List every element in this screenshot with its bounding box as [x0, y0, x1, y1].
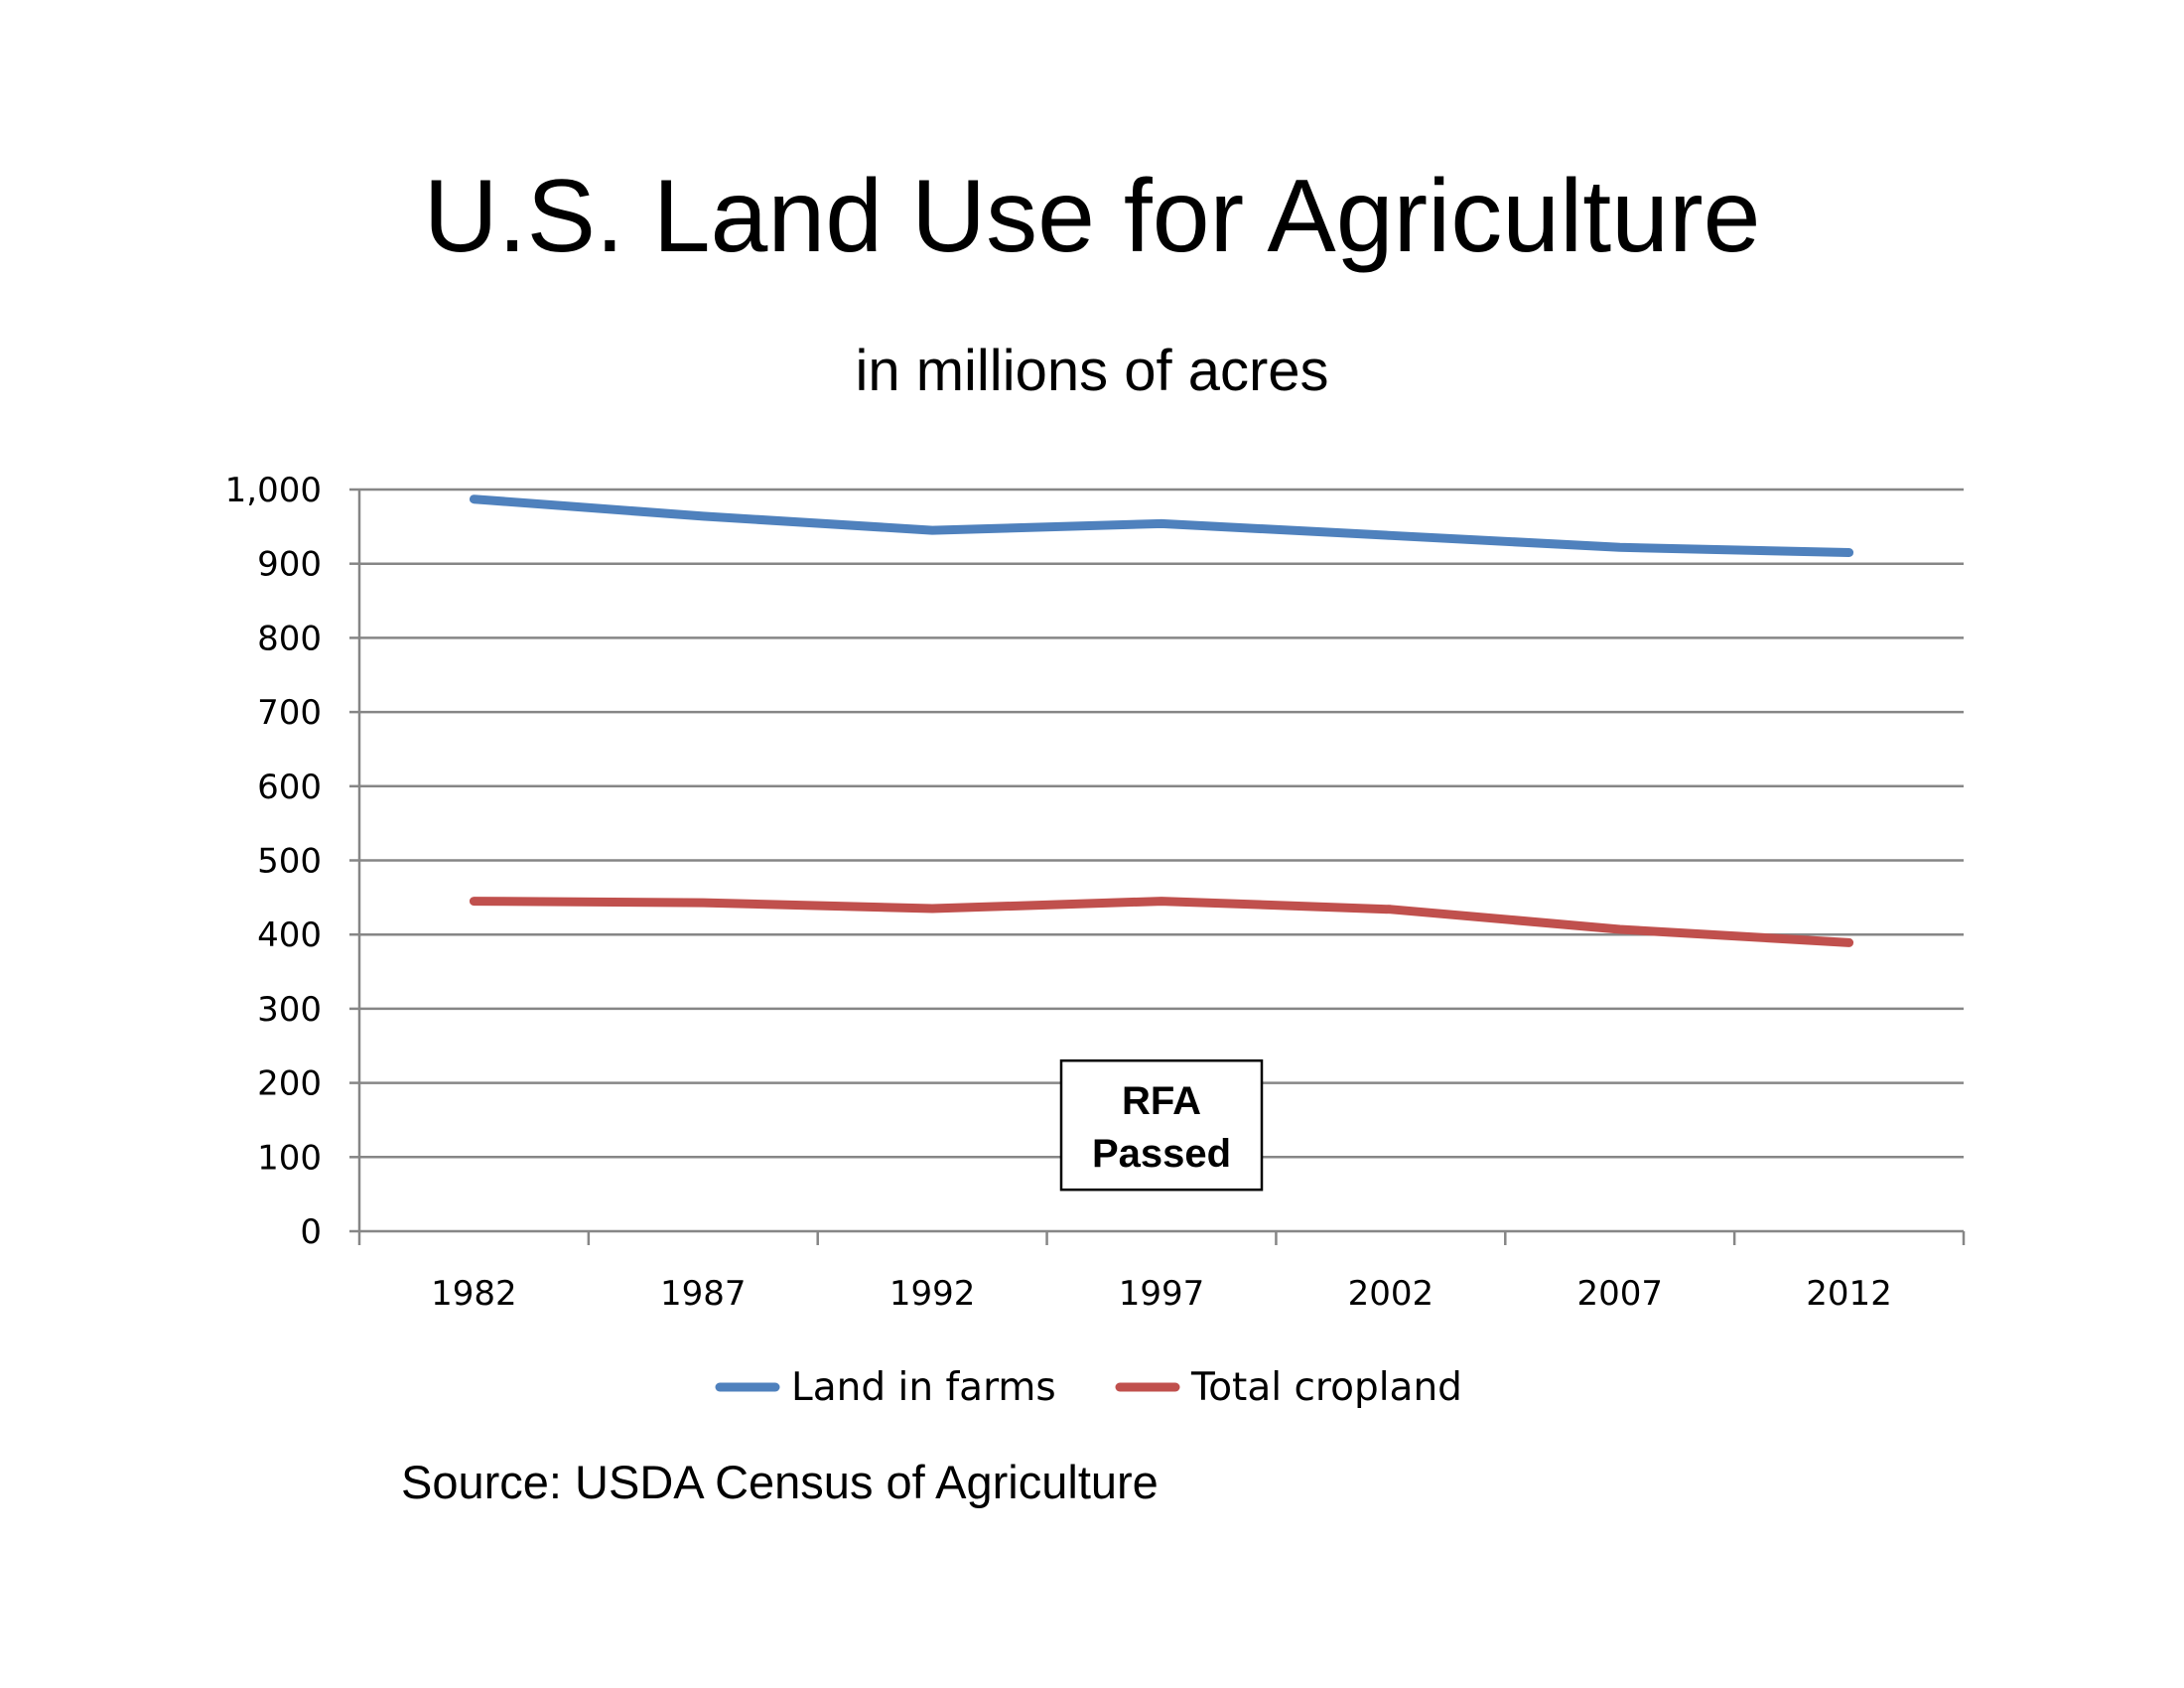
y-tick-label: 300: [257, 990, 322, 1030]
x-tick-label: 1992: [889, 1274, 976, 1314]
y-tick-label: 800: [257, 619, 322, 658]
gridlines: [359, 488, 1964, 1159]
y-tick-label: 600: [257, 768, 322, 807]
annotation: RFA Passed: [1059, 1058, 1264, 1192]
legend-label: Total cropland: [1190, 1365, 1462, 1410]
legend: Land in farms Total cropland: [715, 1365, 1462, 1410]
y-tick-label: 0: [300, 1212, 322, 1252]
chart-title: U.S. Land Use for Agriculture: [423, 159, 1761, 274]
y-tick-label: 500: [257, 842, 322, 882]
y-tick-label: 200: [257, 1064, 322, 1104]
axes: 0 100 200 300 400 500 600 700 800 900 1,000 1982 198…: [225, 471, 1966, 1314]
series-line-land-in-farms: [469, 494, 1854, 557]
y-tick-label: 900: [257, 545, 322, 585]
y-tick-label: 1,000: [225, 471, 322, 510]
y-tick-label: 100: [257, 1138, 322, 1178]
x-tick-label: 2002: [1348, 1274, 1434, 1314]
series-lines: [469, 494, 1854, 947]
x-tick-label: 1982: [431, 1274, 517, 1314]
annotation-text: Passed: [1092, 1132, 1231, 1176]
annotation-text: RFA: [1122, 1079, 1201, 1123]
source-note: Source: USDA Census of Agriculture: [401, 1456, 1159, 1508]
annotation-box: [1059, 1058, 1264, 1192]
legend-label: Land in farms: [791, 1365, 1056, 1410]
chart-subtitle: in millions of acres: [855, 339, 1329, 403]
x-tick-label: 1997: [1119, 1274, 1205, 1314]
x-tick-label: 2007: [1576, 1274, 1663, 1314]
x-tick-label: 1987: [660, 1274, 747, 1314]
x-tick-label: 2012: [1806, 1274, 1892, 1314]
y-tick-label: 400: [257, 915, 322, 955]
series-line-total-cropland: [469, 897, 1854, 947]
y-tick-label: 700: [257, 693, 322, 733]
